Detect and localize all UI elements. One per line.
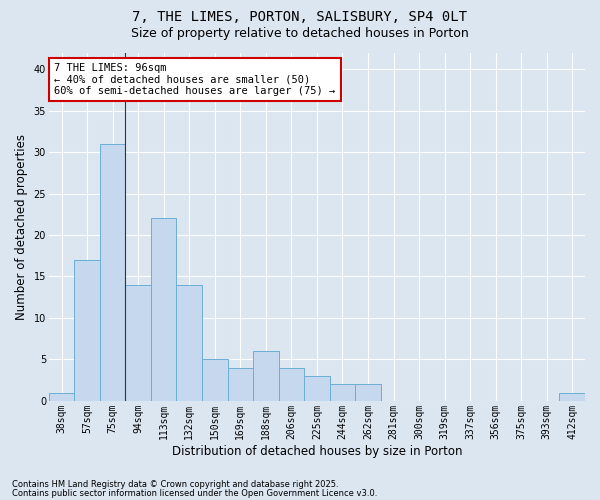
Text: 7, THE LIMES, PORTON, SALISBURY, SP4 0LT: 7, THE LIMES, PORTON, SALISBURY, SP4 0LT	[133, 10, 467, 24]
Bar	[355, 384, 381, 401]
Bar	[304, 376, 329, 401]
Bar	[329, 384, 355, 401]
Bar	[125, 285, 151, 401]
Bar	[559, 392, 585, 401]
Bar	[100, 144, 125, 401]
Bar	[151, 218, 176, 401]
Bar	[278, 368, 304, 401]
Bar	[253, 351, 278, 401]
Text: Contains HM Land Registry data © Crown copyright and database right 2025.: Contains HM Land Registry data © Crown c…	[12, 480, 338, 489]
Bar	[202, 360, 227, 401]
Text: Contains public sector information licensed under the Open Government Licence v3: Contains public sector information licen…	[12, 489, 377, 498]
X-axis label: Distribution of detached houses by size in Porton: Distribution of detached houses by size …	[172, 444, 462, 458]
Bar	[74, 260, 100, 401]
Y-axis label: Number of detached properties: Number of detached properties	[15, 134, 28, 320]
Bar	[49, 392, 74, 401]
Text: Size of property relative to detached houses in Porton: Size of property relative to detached ho…	[131, 28, 469, 40]
Text: 7 THE LIMES: 96sqm
← 40% of detached houses are smaller (50)
60% of semi-detache: 7 THE LIMES: 96sqm ← 40% of detached hou…	[54, 63, 335, 96]
Bar	[176, 285, 202, 401]
Bar	[227, 368, 253, 401]
